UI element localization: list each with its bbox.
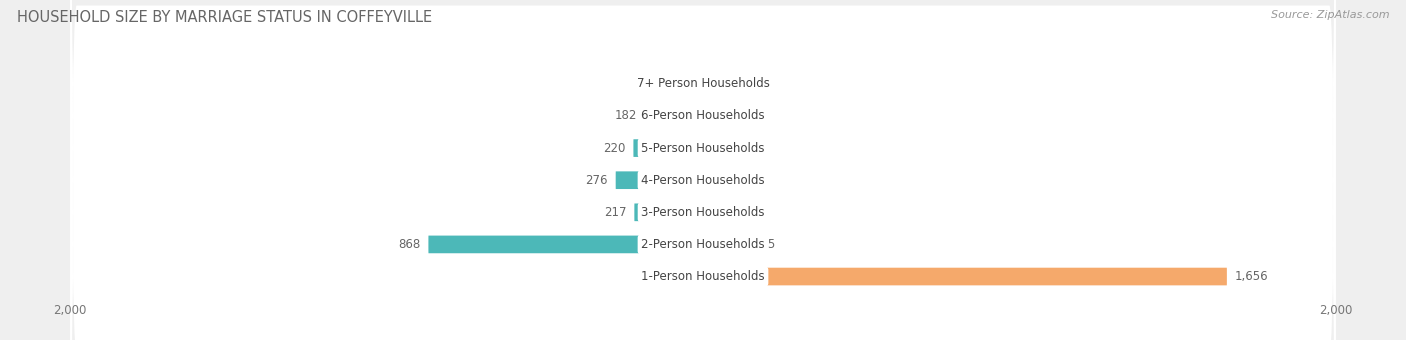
Text: 220: 220 xyxy=(603,141,626,155)
Text: 1-Person Households: 1-Person Households xyxy=(641,270,765,283)
Text: Source: ZipAtlas.com: Source: ZipAtlas.com xyxy=(1271,10,1389,20)
FancyBboxPatch shape xyxy=(633,139,703,157)
Text: 2-Person Households: 2-Person Households xyxy=(641,238,765,251)
FancyBboxPatch shape xyxy=(429,236,703,253)
Text: 182: 182 xyxy=(616,109,637,122)
Text: 6-Person Households: 6-Person Households xyxy=(641,109,765,122)
FancyBboxPatch shape xyxy=(645,107,703,125)
Text: 5-Person Households: 5-Person Households xyxy=(641,141,765,155)
Text: HOUSEHOLD SIZE BY MARRIAGE STATUS IN COFFEYVILLE: HOUSEHOLD SIZE BY MARRIAGE STATUS IN COF… xyxy=(17,10,432,25)
FancyBboxPatch shape xyxy=(70,0,1336,340)
FancyBboxPatch shape xyxy=(70,0,1336,340)
Text: 868: 868 xyxy=(398,238,420,251)
FancyBboxPatch shape xyxy=(634,203,703,221)
Text: 10: 10 xyxy=(678,78,692,90)
FancyBboxPatch shape xyxy=(700,75,703,93)
FancyBboxPatch shape xyxy=(703,203,706,221)
Text: 11: 11 xyxy=(714,206,730,219)
FancyBboxPatch shape xyxy=(616,171,703,189)
FancyBboxPatch shape xyxy=(70,0,1336,340)
FancyBboxPatch shape xyxy=(70,0,1336,340)
FancyBboxPatch shape xyxy=(70,0,1336,340)
FancyBboxPatch shape xyxy=(70,0,1336,340)
FancyBboxPatch shape xyxy=(703,268,1227,285)
Text: 276: 276 xyxy=(585,174,607,187)
Text: 4-Person Households: 4-Person Households xyxy=(641,174,765,187)
Text: 217: 217 xyxy=(605,206,627,219)
Text: 7+ Person Households: 7+ Person Households xyxy=(637,78,769,90)
FancyBboxPatch shape xyxy=(703,236,745,253)
Text: 135: 135 xyxy=(754,238,776,251)
FancyBboxPatch shape xyxy=(70,0,1336,340)
Text: 1,656: 1,656 xyxy=(1234,270,1268,283)
Text: 3-Person Households: 3-Person Households xyxy=(641,206,765,219)
